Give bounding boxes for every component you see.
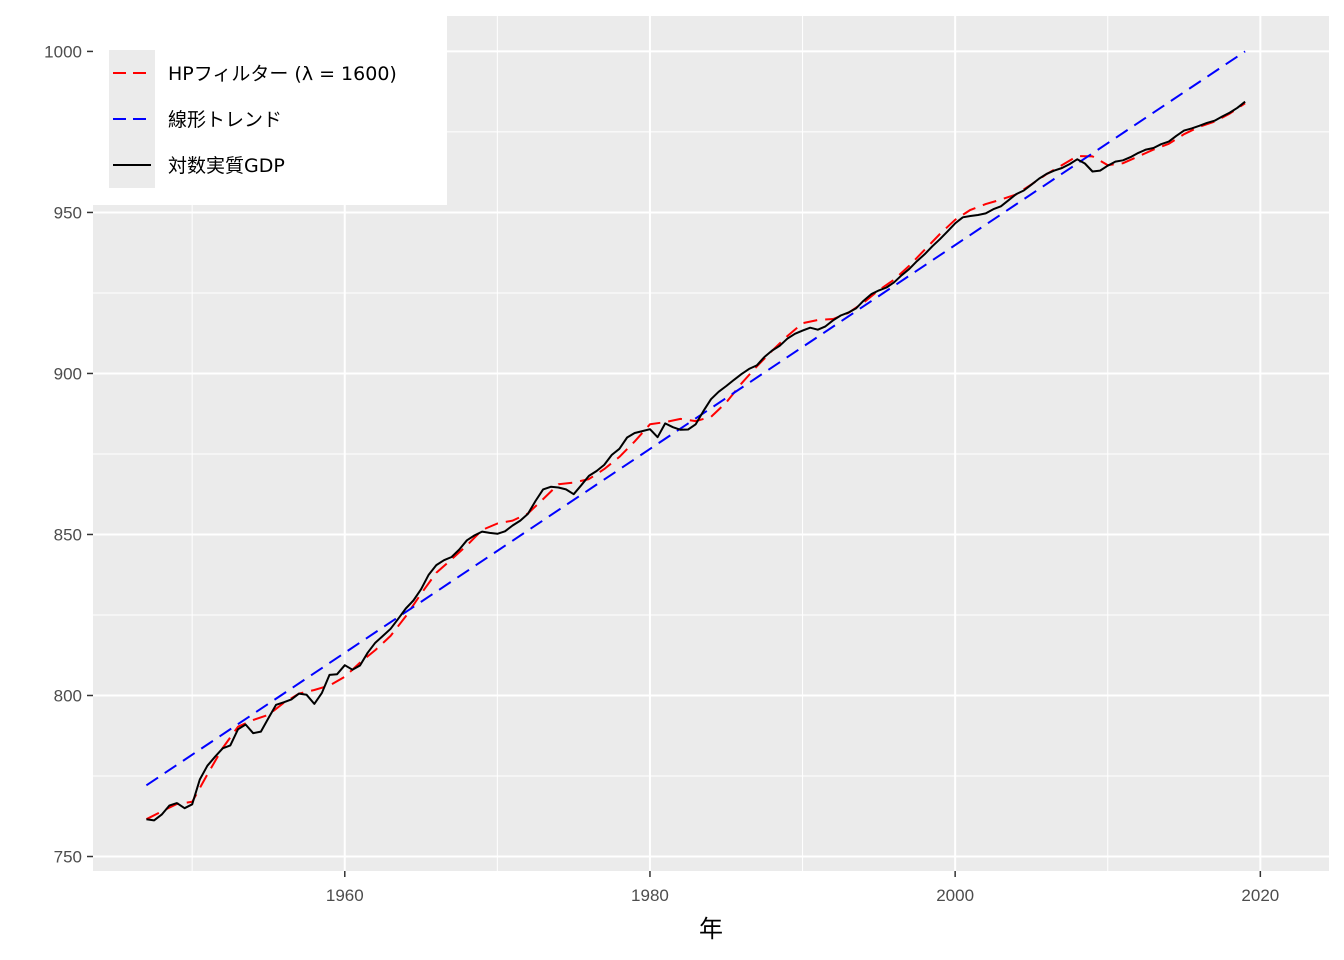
x-tick-label-3: 2020 — [1241, 886, 1279, 905]
legend-label-log-real-gdp: 対数実質GDP — [168, 155, 285, 177]
x-axis-title: 年 — [699, 915, 723, 943]
x-tick-label-2: 2000 — [936, 886, 974, 905]
y-tick-label-5: 1000 — [44, 42, 82, 61]
major-gridlines — [93, 16, 1329, 871]
legend-label-hp-filter: HPフィルター (λ = 1600) — [168, 63, 397, 85]
series-layer — [145, 50, 1246, 822]
x-tick-label-1: 1980 — [631, 886, 669, 905]
legend: HPフィルター (λ = 1600) 線形トレンド 対数実質GDP — [93, 16, 447, 205]
y-tick-label-4: 950 — [54, 203, 82, 222]
linear-trend-line — [145, 50, 1246, 787]
y-tick-label-1: 800 — [54, 686, 82, 705]
axes: 750 800 850 900 950 1000 1960 1980 2000 2020 — [44, 42, 1279, 905]
y-tick-label-0: 750 — [54, 848, 82, 867]
log-real-gdp-line — [146, 100, 1246, 822]
legend-label-linear-trend: 線形トレンド — [168, 109, 282, 131]
y-tick-label-2: 850 — [54, 525, 82, 544]
y-tick-label-3: 900 — [54, 364, 82, 383]
x-tick-label-0: 1960 — [326, 886, 364, 905]
hp-filter-line — [145, 102, 1246, 821]
